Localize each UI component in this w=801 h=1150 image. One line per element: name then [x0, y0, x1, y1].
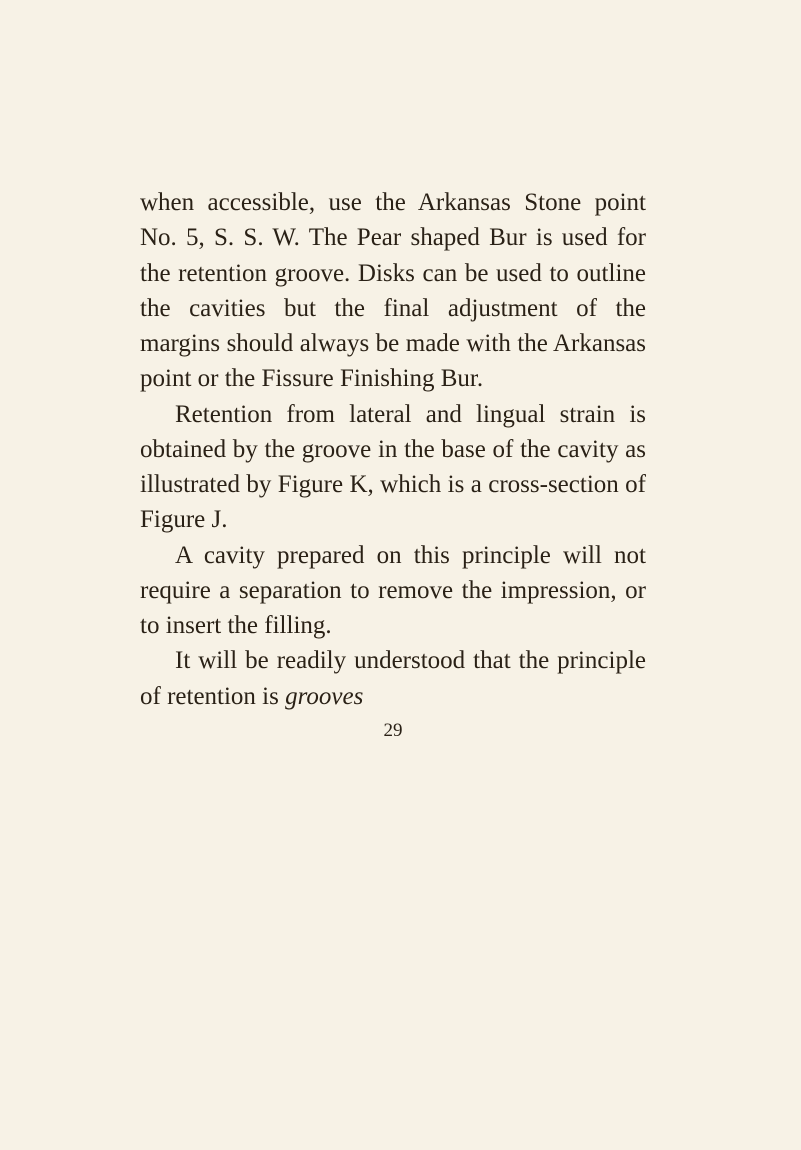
paragraph-2: Retention from lateral and lingual strai… [140, 397, 646, 538]
paragraph-1: when accessible, use the Arkansas Stone … [140, 185, 646, 397]
paragraph-4: It will be readily understood that the p… [140, 643, 646, 714]
paragraph-4-text: It will be readily understood that the p… [140, 647, 646, 709]
book-page: when accessible, use the Arkansas Stone … [0, 0, 801, 742]
paragraph-3: A cavity prepared on this princi­ple wil… [140, 538, 646, 644]
italic-word: grooves [285, 683, 363, 710]
page-number: 29 [140, 720, 646, 742]
